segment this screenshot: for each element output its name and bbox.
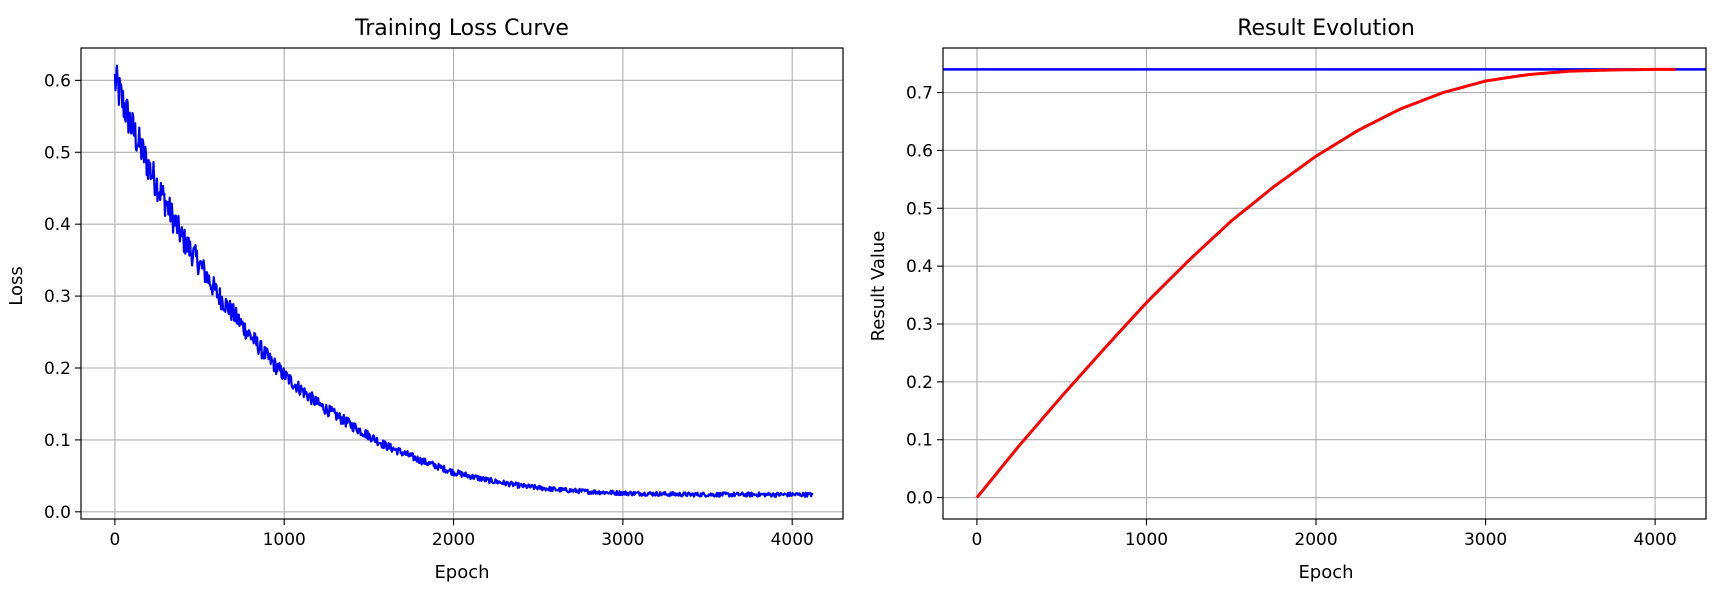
loss-chart-ytick-label: 0.0 xyxy=(44,503,71,523)
loss-chart-ticks: 0 1000 2000 3000 4000 0.0 0.1 0.2 0.3 0.4 0.5 0.6 xyxy=(44,71,814,550)
loss-chart-series-line xyxy=(113,64,814,498)
result-chart-xtick-label: 3000 xyxy=(1464,530,1507,550)
loss-chart-ytick-label: 0.6 xyxy=(44,71,71,91)
loss-chart-plot-area xyxy=(113,64,814,498)
loss-chart-xtick-label: 2000 xyxy=(432,530,475,550)
result-chart-ytick-label: 0.2 xyxy=(906,373,933,393)
result-chart-xtick-label: 2000 xyxy=(1294,530,1337,550)
loss-chart-xtick-label: 4000 xyxy=(771,530,814,550)
result-chart-ytick-label: 0.1 xyxy=(906,431,933,451)
loss-chart-frame xyxy=(80,47,844,520)
loss-chart-ytick-label: 0.1 xyxy=(44,431,71,451)
result-chart-ticks: 0 1000 2000 3000 4000 0.0 0.1 0.2 0.3 0.4 0.5 0.6 0.… xyxy=(906,84,1677,550)
loss-chart: Training Loss Curve Epoch Loss 0 1000 2000… xyxy=(6,16,844,583)
result-chart-ytick-label: 0.5 xyxy=(906,199,933,219)
loss-chart-ytick-label: 0.4 xyxy=(44,215,71,235)
loss-chart-ytick-label: 0.3 xyxy=(44,287,71,307)
result-chart-ylabel: Result Value xyxy=(868,231,889,342)
result-chart-ytick-label: 0.3 xyxy=(906,315,933,335)
loss-chart-ytick-label: 0.2 xyxy=(44,359,71,379)
result-chart-title: Result Evolution xyxy=(1237,16,1415,41)
result-chart-plot-area xyxy=(943,67,1706,499)
result-chart-ytick-label: 0.7 xyxy=(906,84,933,104)
result-chart: Result Evolution Epoch Result Value 0 100… xyxy=(868,16,1707,583)
result-chart-xtick-label: 4000 xyxy=(1634,530,1677,550)
loss-chart-xtick-label: 1000 xyxy=(263,530,306,550)
result-chart-ytick-label: 0.0 xyxy=(906,489,933,509)
result-chart-ytick-label: 0.4 xyxy=(906,257,933,277)
result-chart-xtick-label: 1000 xyxy=(1125,530,1168,550)
result-chart-ytick-label: 0.6 xyxy=(906,141,933,161)
result-chart-frame xyxy=(942,47,1707,520)
loss-chart-xlabel: Epoch xyxy=(434,562,489,583)
loss-chart-title: Training Loss Curve xyxy=(354,16,569,41)
result-chart-xtick-label: 0 xyxy=(971,530,982,550)
result-chart-xlabel: Epoch xyxy=(1298,562,1353,583)
result-chart-series-line xyxy=(975,67,1676,499)
loss-chart-grid xyxy=(81,48,843,519)
result-chart-grid xyxy=(943,48,1706,519)
loss-chart-ytick-label: 0.5 xyxy=(44,143,71,163)
loss-chart-xtick-label: 3000 xyxy=(601,530,644,550)
loss-chart-xtick-label: 0 xyxy=(109,530,120,550)
loss-chart-ylabel: Loss xyxy=(6,266,27,305)
